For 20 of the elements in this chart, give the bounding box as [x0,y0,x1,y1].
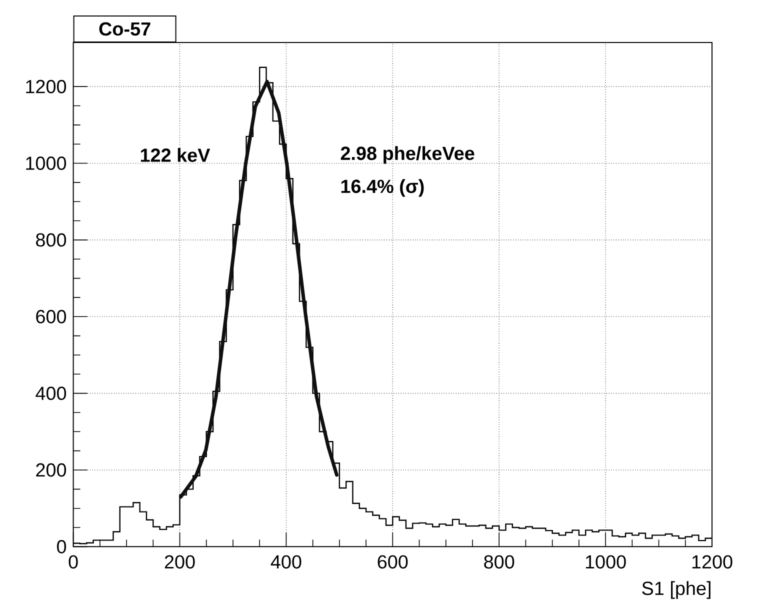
x-axis-title: S1 [phe] [642,581,710,599]
x-tick-label: 800 [484,555,514,569]
x-tick-label: 400 [270,555,302,569]
y-tick-label: 200 [36,463,66,477]
y-tick-label: 1200 [26,80,66,94]
y-tick-label: 400 [36,386,66,400]
x-tick-label: 0 [68,555,78,569]
chart-title: Co-57 [99,22,150,36]
y-tick-label: 0 [57,540,66,554]
y-tick-label: 800 [36,233,66,247]
line-series [179,80,339,499]
x-tick-label: 1200 [692,555,732,569]
annotation: 2.98 phe/keVee [340,146,474,164]
y-tick-label: 600 [36,310,66,324]
x-tick-label: 1000 [586,555,626,569]
x-tick-label: 600 [378,555,408,569]
x-tick-label: 200 [164,555,195,569]
annotation: 122 keV [140,148,210,162]
y-tick-label: 1000 [26,156,66,170]
annotation: 16.4% (σ) [341,179,424,197]
